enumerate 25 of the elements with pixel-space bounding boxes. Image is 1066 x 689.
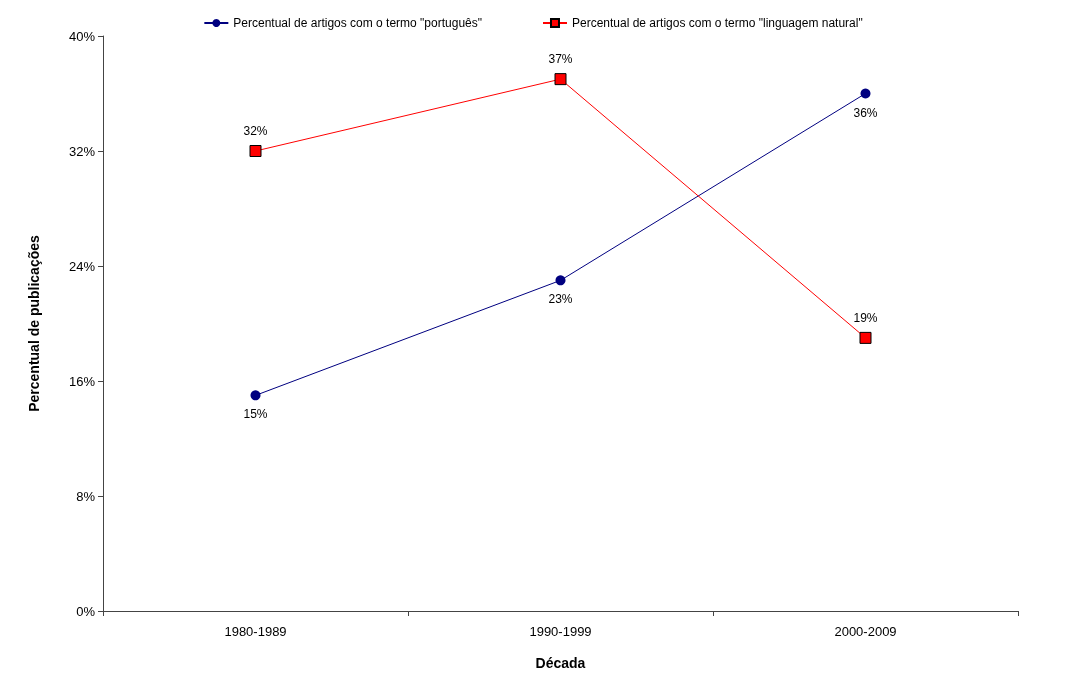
data-label: 37% [548, 52, 573, 67]
legend-label: Percentual de artigos com o termo "português" [233, 16, 482, 30]
data-label: 15% [243, 407, 268, 422]
x-axis-title: Década [535, 655, 586, 671]
point [250, 390, 261, 401]
point [859, 331, 872, 344]
x-tick-label: 2000-2009 [834, 624, 897, 639]
data-label: 36% [853, 105, 878, 120]
point [554, 73, 567, 86]
y-tick-label: 32% [68, 143, 96, 159]
y-tick-label: 24% [68, 258, 96, 274]
point [860, 88, 871, 99]
y-tick-label: 16% [68, 373, 96, 389]
legend-label: Percentual de artigos com o termo "linguagem natural" [571, 16, 863, 30]
point [555, 275, 566, 286]
point [249, 145, 262, 157]
y-axis-title: Percentual de publicações [26, 234, 42, 412]
data-label: 32% [243, 124, 268, 138]
y-tick-label: 8% [76, 488, 96, 504]
y-tick-label: 40% [68, 28, 96, 44]
x-tick-label: 1990-1999 [529, 624, 592, 639]
y-tick-label: 0% [76, 603, 96, 619]
data-label: 23% [548, 292, 573, 307]
x-tick-label: 1980-1989 [224, 624, 287, 639]
data-label: 19% [853, 310, 878, 325]
